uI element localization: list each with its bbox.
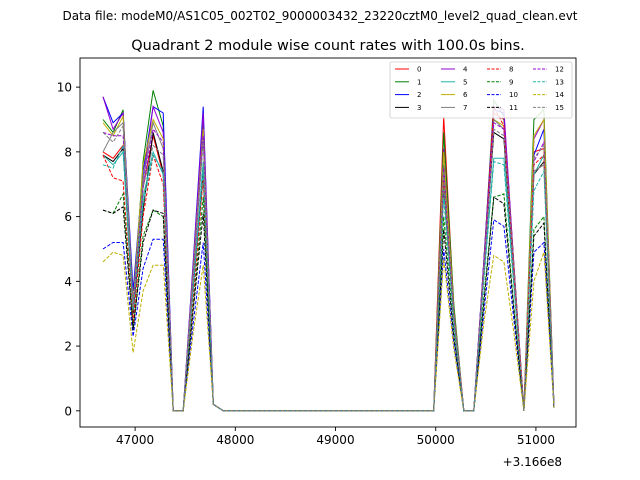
legend-label-6: 6: [463, 91, 468, 99]
x-tick-label: 51000: [517, 433, 555, 447]
y-tick-label: 10: [57, 81, 72, 95]
chart-suptitle: Data file: modeM0/AS1C05_002T02_90000034…: [62, 9, 577, 23]
x-tick-label: 49000: [316, 433, 354, 447]
x-tick-label: 50000: [417, 433, 455, 447]
legend-label-9: 9: [509, 78, 513, 86]
legend-label-7: 7: [463, 104, 467, 112]
y-tick-label: 4: [64, 275, 72, 289]
series-layer: [102, 90, 555, 412]
legend-label-5: 5: [463, 78, 467, 86]
legend-label-10: 10: [509, 91, 518, 99]
legend-label-3: 3: [417, 104, 421, 112]
plot-frame: [79, 57, 577, 428]
chart-title: Quadrant 2 module wise count rates with …: [131, 38, 525, 54]
x-tick-label: 48000: [216, 433, 254, 447]
x-tick-label: 47000: [116, 433, 154, 447]
y-tick-label: 0: [64, 404, 72, 418]
legend-label-13: 13: [555, 78, 564, 86]
y-axis: 0 2 4 6 8 10: [57, 81, 80, 418]
plot-area: [79, 57, 577, 428]
legend-label-12: 12: [555, 66, 564, 74]
x-offset-label: +3.166e8: [503, 455, 562, 469]
legend-label-4: 4: [463, 66, 468, 74]
legend-label-15: 15: [555, 104, 564, 112]
legend-label-11: 11: [509, 104, 518, 112]
y-tick-label: 2: [64, 340, 72, 354]
series-line-15: [102, 124, 555, 412]
legend-label-1: 1: [417, 78, 421, 86]
y-tick-label: 8: [64, 145, 72, 159]
legend-label-2: 2: [417, 91, 421, 99]
legend-frame: [389, 61, 573, 119]
x-axis: 47000 48000 49000 50000 51000: [116, 427, 555, 447]
legend-label-0: 0: [417, 66, 421, 74]
legend-label-14: 14: [555, 91, 564, 99]
y-tick-label: 6: [64, 210, 72, 224]
legend-label-8: 8: [509, 66, 513, 74]
